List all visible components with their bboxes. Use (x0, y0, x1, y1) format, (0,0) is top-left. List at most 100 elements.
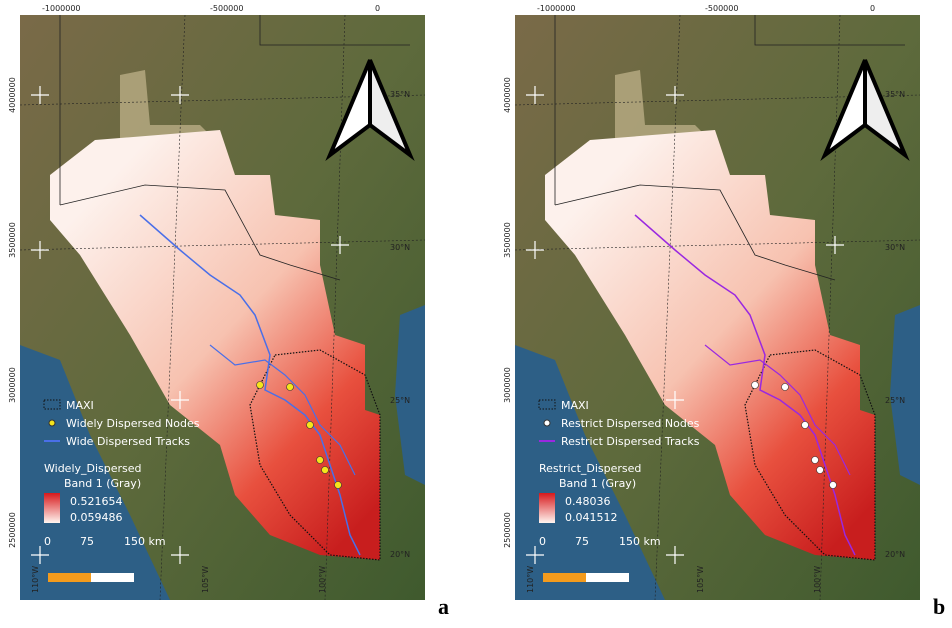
node (286, 383, 294, 391)
top-coord: 0 (375, 4, 380, 13)
left-coord: 3000000 (503, 367, 512, 403)
ramp-max: 0.521654 (70, 495, 123, 508)
scale-label: 150 km (124, 535, 166, 548)
tracks (634, 214, 856, 556)
color-ramp (539, 493, 555, 523)
left-coord: 4000000 (503, 77, 512, 113)
gulf (395, 305, 425, 485)
graticule-cross (31, 86, 49, 104)
left-coord: 2500000 (503, 512, 512, 548)
legend-item: Widely Dispersed Nodes (66, 417, 200, 430)
left-coord: 3500000 (8, 222, 17, 258)
node (751, 381, 759, 389)
graticule-cross (826, 236, 844, 254)
graticule-cross (31, 546, 49, 564)
lat-label: 30°N (885, 243, 905, 252)
tracks (139, 214, 361, 556)
grid-dashed (19, 14, 426, 601)
scale-label: 75 (575, 535, 589, 548)
raster (50, 130, 380, 560)
lat-label: 25°N (885, 396, 905, 405)
legend-maxi-swatch (43, 399, 61, 410)
panel-label: b (933, 594, 945, 619)
lon-label: 100°W (813, 566, 822, 593)
tracks (209, 344, 356, 476)
lon-label: 110°W (31, 566, 40, 593)
node (256, 381, 264, 389)
top-coord: -1000000 (537, 4, 576, 13)
graticule-cross (171, 391, 189, 409)
graticule-cross (666, 546, 684, 564)
lon-label: 105°W (696, 566, 705, 593)
node (781, 383, 789, 391)
raster (545, 130, 875, 560)
lat-label: 20°N (390, 550, 410, 559)
map-panel: -1000000 -500000 0 4000000 3500000 3000000 250… (8, 4, 426, 601)
left-coord: 3000000 (8, 367, 17, 403)
tracks (704, 344, 851, 476)
scale-bar-2 (586, 573, 629, 582)
top-coord: 0 (870, 4, 875, 13)
legend-item: Wide Dispersed Tracks (66, 435, 190, 448)
scale-bar-2 (91, 573, 134, 582)
graticule-cross (171, 86, 189, 104)
node (306, 421, 314, 429)
lon-label: 110°W (526, 566, 535, 593)
graticule-cross (526, 86, 544, 104)
legend-item: Restrict Dispersed Tracks (561, 435, 700, 448)
raster-title: Restrict_Dispersed (539, 462, 641, 475)
legend-node-swatch (543, 419, 551, 427)
ramp-max: 0.48036 (565, 495, 611, 508)
scale-label: 150 km (619, 535, 661, 548)
lat-label: 35°N (390, 90, 410, 99)
graticule-cross (331, 236, 349, 254)
legend-node-swatch (48, 419, 56, 427)
legend-item: MAXI (66, 399, 94, 412)
panel-label: a (438, 594, 449, 619)
node (321, 466, 329, 474)
north-arrow-shade (863, 59, 910, 162)
graticule-cross (666, 86, 684, 104)
node (316, 456, 324, 464)
scale-label: 0 (44, 535, 51, 548)
lon-label: 105°W (201, 566, 210, 593)
scale-bar-1 (543, 573, 586, 582)
graticule-cross (31, 241, 49, 259)
top-coord: -1000000 (42, 4, 81, 13)
color-ramp (44, 493, 60, 523)
lat-label: 25°N (390, 396, 410, 405)
lat-label: 30°N (390, 243, 410, 252)
legend-item: Restrict Dispersed Nodes (561, 417, 700, 430)
node (811, 456, 819, 464)
maxi-region (744, 349, 876, 561)
ramp-min: 0.059486 (70, 511, 123, 524)
node (829, 481, 837, 489)
ramp-min: 0.041512 (565, 511, 618, 524)
node (816, 466, 824, 474)
node (334, 481, 342, 489)
lon-label: 100°W (318, 566, 327, 593)
node (801, 421, 809, 429)
north-arrow-shade (368, 59, 415, 162)
maxi-region (249, 349, 381, 561)
raster-title: Widely_Dispersed (44, 462, 142, 475)
top-coord: -500000 (705, 4, 738, 13)
scale-bar-1 (48, 573, 91, 582)
left-coord: 3500000 (503, 222, 512, 258)
lat-label: 35°N (885, 90, 905, 99)
gulf (890, 305, 920, 485)
scale-label: 75 (80, 535, 94, 548)
left-coord: 4000000 (8, 77, 17, 113)
map-panel: -1000000 -500000 0 4000000 3500000 3000000 250… (503, 4, 921, 601)
legend-maxi-swatch (538, 399, 556, 410)
graticule-cross (526, 546, 544, 564)
graticule-cross (666, 391, 684, 409)
grid-dashed (514, 14, 921, 601)
left-coord: 2500000 (8, 512, 17, 548)
top-coord: -500000 (210, 4, 243, 13)
border-lines (59, 15, 410, 281)
scale-label: 0 (539, 535, 546, 548)
legend-item: MAXI (561, 399, 589, 412)
raster-band: Band 1 (Gray) (64, 477, 141, 490)
